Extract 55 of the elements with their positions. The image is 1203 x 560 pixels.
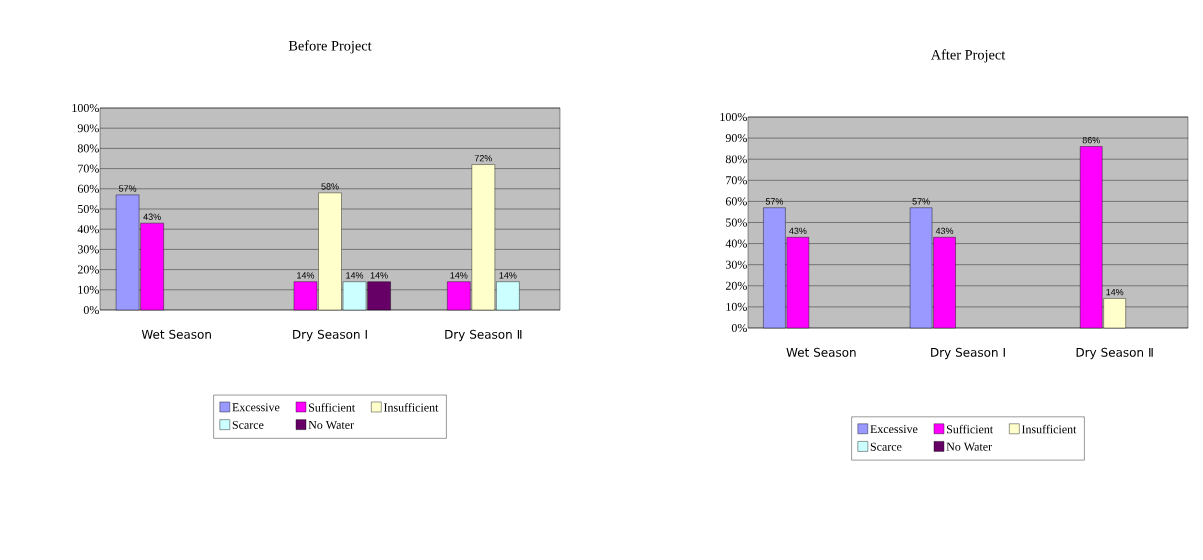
y-tick-label: 30%	[77, 245, 99, 254]
y-tick-label: 30%	[725, 260, 747, 269]
y-tick-label: 40%	[77, 225, 99, 234]
data-label: 14%	[297, 272, 315, 279]
y-tick-label: 80%	[77, 144, 99, 153]
data-label: 14%	[450, 272, 468, 279]
legend-label: Insufficient	[383, 403, 439, 412]
y-tick-label: 70%	[726, 176, 747, 185]
legend-label: Sufficient	[308, 403, 356, 412]
y-tick-label: 0%	[731, 323, 747, 333]
y-tick-label: 80%	[725, 155, 747, 164]
x-tick-label: Wet Season	[141, 329, 211, 339]
data-label: 43%	[935, 227, 954, 235]
legend-label: Scarce	[870, 442, 902, 451]
legend-label: No Water	[308, 420, 354, 429]
y-tick-label: 10%	[78, 285, 99, 294]
chart-title: After Project	[930, 49, 1006, 63]
data-label: 43%	[789, 227, 807, 235]
legend-label: Sufficient	[947, 424, 994, 434]
y-tick-label: 40%	[725, 239, 747, 248]
y-tick-label: 50%	[78, 204, 99, 214]
data-label: 14%	[1106, 289, 1124, 296]
data-label: 14%	[499, 272, 517, 279]
x-tick-label: Dry Season Ⅰ	[931, 347, 1005, 360]
y-tick-label: 0%	[83, 305, 99, 315]
y-tick-label: 90%	[77, 124, 99, 133]
y-tick-label: 50%	[726, 218, 747, 227]
y-tick-label: 100%	[720, 112, 747, 122]
data-label: 14%	[346, 272, 364, 279]
data-label: 57%	[118, 185, 137, 192]
y-tick-label: 60%	[725, 197, 747, 206]
data-label: 43%	[143, 213, 161, 220]
y-tick-label: 20%	[77, 265, 99, 274]
y-tick-label: 100%	[72, 103, 99, 113]
legend-label: Excessive	[870, 425, 918, 434]
legend-label: Scarce	[232, 420, 264, 429]
legend-label: No Water	[946, 442, 992, 451]
legend-label: Excessive	[232, 403, 280, 412]
y-tick-label: 10%	[726, 302, 747, 311]
data-label: 86%	[1082, 137, 1100, 144]
data-label: 58%	[321, 183, 339, 190]
x-tick-label: Dry Season Ⅰ	[293, 329, 367, 342]
chart-title: Before Project	[288, 40, 372, 54]
legend-label: Insufficient	[1021, 424, 1077, 434]
data-label: 57%	[765, 198, 784, 205]
y-tick-label: 70%	[78, 164, 99, 173]
y-tick-label: 60%	[77, 184, 99, 193]
x-tick-label: Wet Season	[786, 347, 856, 357]
y-tick-label: 90%	[725, 134, 747, 143]
y-tick-label: 20%	[725, 281, 747, 290]
x-tick-label: Dry Season Ⅱ	[445, 329, 522, 342]
x-tick-label: Dry Season Ⅱ	[1076, 347, 1153, 360]
data-label: 72%	[474, 155, 492, 162]
data-label: 14%	[370, 272, 388, 279]
data-label: 57%	[912, 198, 930, 205]
